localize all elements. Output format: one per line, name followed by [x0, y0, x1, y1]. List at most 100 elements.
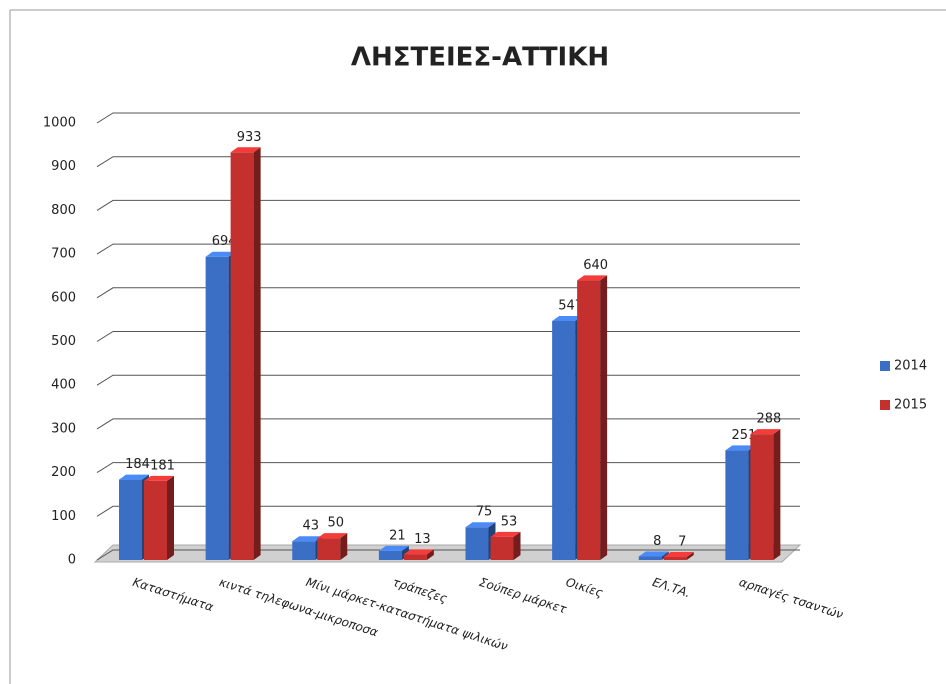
bar-side: [340, 533, 348, 560]
floor: [93, 544, 802, 563]
bar-side: [253, 147, 261, 561]
bar-top: [403, 549, 434, 555]
bar: [403, 549, 434, 560]
grid-line: [96, 243, 800, 255]
bar-top: [725, 445, 756, 451]
bar: [577, 275, 608, 560]
value-label: 547: [558, 298, 583, 313]
bar-front: [119, 479, 142, 560]
bar-top: [577, 275, 608, 281]
value-label: 8: [653, 534, 661, 549]
bar-top: [638, 551, 669, 557]
bar-top: [205, 251, 236, 257]
bar-top: [144, 475, 174, 481]
x-tick-label: Καταστήματα: [131, 575, 215, 614]
grid-line: [96, 156, 800, 168]
bar: [638, 551, 669, 560]
bar-side: [600, 275, 608, 560]
bar-front: [378, 550, 402, 560]
x-tick-label: τράπεζες: [391, 575, 449, 606]
value-label: 640: [583, 258, 608, 273]
bar-front: [403, 554, 427, 560]
value-label: 75: [476, 505, 493, 520]
value-label: 53: [501, 514, 518, 529]
y-tick-label: 800: [51, 203, 76, 218]
grid-line: [96, 462, 800, 474]
value-label: 251: [731, 428, 756, 443]
bar-front: [205, 256, 229, 560]
bar-front: [750, 434, 774, 560]
bar-front: [465, 527, 489, 560]
x-tick-label: κιντά τηλεφωνα-μικροποσα: [218, 575, 380, 640]
bar-top: [552, 315, 583, 321]
bar: [230, 147, 261, 561]
bar-side: [401, 545, 409, 560]
bar-top: [465, 522, 496, 528]
x-tick-label: Σούπερ μάρκετ: [477, 575, 569, 617]
legend-swatch: [880, 361, 890, 371]
value-label: 50: [327, 516, 344, 531]
grid-line: [96, 331, 800, 342]
bar-side: [513, 531, 521, 560]
y-tick-label: 300: [51, 421, 76, 436]
grid-line: [96, 505, 800, 517]
grid-line: [96, 374, 800, 386]
bar-side: [426, 549, 434, 560]
bar-top: [230, 147, 261, 153]
bar-front: [552, 320, 576, 560]
bar-front: [725, 450, 749, 560]
bar-front: [144, 480, 167, 560]
bar-top: [378, 545, 409, 551]
bar-top: [663, 551, 694, 557]
x-tick-label: Οικίες: [564, 575, 605, 600]
grid-line: [96, 199, 800, 211]
x-tick-label: αρπαγές τσαντών: [737, 575, 845, 622]
bar: [144, 475, 174, 560]
chart-title: ΛΗΣΤΕΙΕΣ-ΑΤΤΙΚΗ: [351, 43, 609, 73]
bar: [750, 429, 781, 560]
y-tick-label: 700: [51, 247, 76, 262]
value-label: 184: [125, 457, 150, 472]
bar-top: [119, 474, 149, 480]
bar-side: [167, 475, 174, 560]
x-tick-label: ΕΛ.ΤΑ.: [651, 575, 692, 600]
bar-front: [638, 556, 662, 560]
bar-front: [292, 541, 316, 560]
bar: [317, 533, 348, 560]
y-tick-label: 0: [68, 553, 76, 568]
bar-side: [686, 551, 694, 560]
value-label: 181: [150, 458, 175, 473]
bar-side: [661, 551, 669, 560]
value-label: 694: [212, 234, 237, 249]
bar-front: [663, 556, 687, 560]
value-label: 288: [756, 412, 781, 427]
y-tick-label: 100: [51, 509, 76, 524]
value-label: 13: [414, 532, 431, 547]
bar-top: [490, 531, 521, 537]
value-label: 933: [237, 130, 262, 145]
bar-front: [490, 536, 514, 560]
grid-line: [96, 287, 800, 299]
bar-front: [577, 280, 601, 560]
y-tick-label: 200: [51, 465, 76, 480]
bar-front: [230, 152, 254, 561]
bar: [378, 545, 409, 560]
value-label: 43: [302, 519, 319, 534]
value-label: 21: [389, 528, 406, 543]
y-tick-label: 600: [51, 290, 76, 305]
bar-top: [317, 533, 348, 539]
bar: [490, 531, 521, 560]
grid-line: [96, 418, 800, 430]
bar-top: [292, 536, 323, 542]
legend-swatch: [880, 400, 890, 410]
bar-front: [317, 538, 341, 560]
y-tick-label: 500: [51, 334, 76, 349]
bar-top: [750, 429, 781, 435]
y-tick-label: 900: [51, 159, 76, 174]
grid-line: [96, 112, 800, 124]
bar: [663, 551, 694, 560]
y-tick-label: 1000: [43, 116, 76, 131]
value-label: 7: [678, 534, 686, 549]
legend-label: 2014: [894, 359, 927, 374]
